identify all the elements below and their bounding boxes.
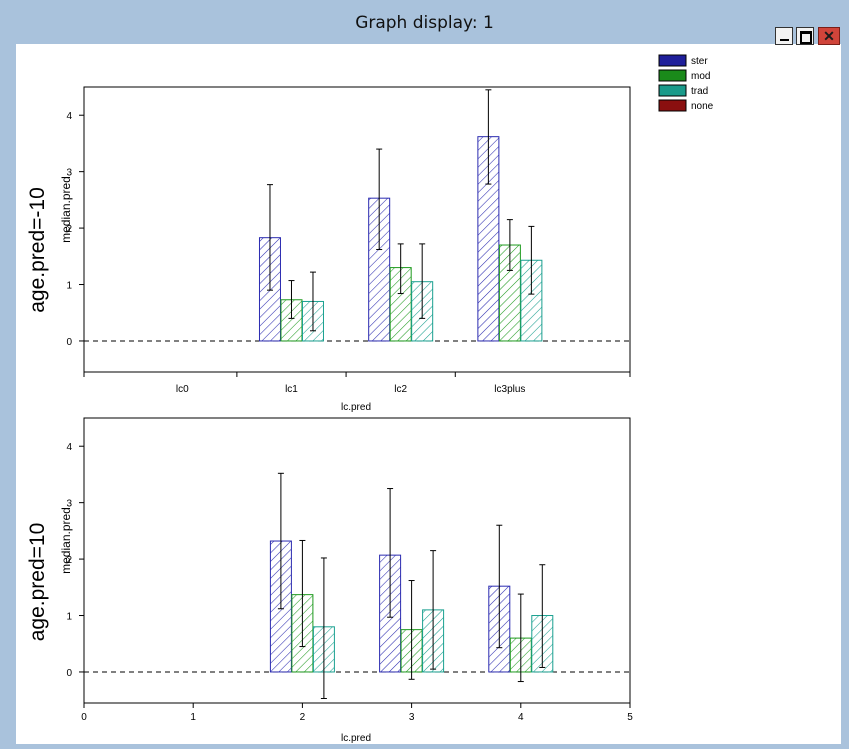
legend-swatch-none — [658, 99, 687, 112]
legend-swatch-mod — [658, 69, 687, 82]
x-tick-label: 0 — [81, 712, 87, 723]
y-tick-label: 0 — [66, 337, 72, 348]
y-tick-label: 2 — [66, 555, 72, 566]
legend: ster mod trad none — [658, 54, 714, 112]
x-axis-label: lc.pred — [341, 733, 371, 744]
window-frame-left[interactable] — [0, 44, 16, 749]
panel-label: age.pred=-10 — [26, 187, 49, 313]
x-tick-label: 3 — [409, 712, 415, 723]
window-frame-right[interactable] — [841, 44, 849, 749]
y-tick-label: 4 — [66, 111, 72, 122]
x-tick-label: 4 — [518, 712, 524, 723]
legend-label-mod: mod — [691, 71, 710, 82]
legend-label-none: none — [691, 101, 714, 112]
x-axis-label: lc.pred — [341, 402, 371, 413]
panel-label: age.pred=10 — [26, 523, 49, 642]
y-tick-label: 1 — [66, 612, 72, 623]
y-axis-label: median.pred — [59, 507, 73, 574]
x-tick-label: lc0 — [176, 384, 189, 395]
x-tick-label: 2 — [300, 712, 306, 723]
x-tick-label: lc2 — [394, 384, 407, 395]
y-tick-label: 1 — [66, 281, 72, 292]
panel-age-pred-minus-10: 0 1 2 3 4 lc0 lc1 lc2 lc3plus lc.pred median.pred a… — [26, 86, 631, 413]
y-tick-label: 3 — [66, 499, 72, 510]
legend-swatch-ster — [658, 54, 687, 67]
legend-swatch-trad — [658, 84, 687, 97]
window-frame-bottom[interactable] — [0, 744, 849, 749]
x-tick-label: lc3plus — [494, 384, 525, 395]
maximize-button[interactable] — [796, 27, 814, 45]
y-tick-label: 4 — [66, 442, 72, 453]
minimize-icon — [780, 39, 789, 41]
plot-frame — [83, 417, 631, 704]
plot-frame — [83, 86, 631, 373]
y-tick-label: 0 — [66, 668, 72, 679]
legend-label-trad: trad — [691, 86, 708, 97]
window-title: Graph display: 1 — [355, 13, 494, 33]
x-tick-label: 5 — [627, 712, 633, 723]
y-tick-label: 3 — [66, 168, 72, 179]
x-tick-label: lc1 — [285, 384, 298, 395]
y-tick-label: 2 — [66, 224, 72, 235]
title-bar[interactable]: Graph display: 1 ✕ — [0, 0, 849, 45]
maximize-icon — [800, 31, 812, 44]
y-axis-label: median.pred — [59, 176, 73, 243]
close-icon: ✕ — [823, 28, 835, 44]
close-button[interactable]: ✕ — [818, 27, 840, 45]
legend-label-ster: ster — [691, 56, 708, 67]
minimize-button[interactable] — [775, 27, 793, 45]
x-tick-label: 1 — [190, 712, 196, 723]
panel-age-pred-10: 0 1 2 3 4 0 1 2 3 4 5 lc.pred median.pred age.pred=10 — [26, 417, 633, 744]
